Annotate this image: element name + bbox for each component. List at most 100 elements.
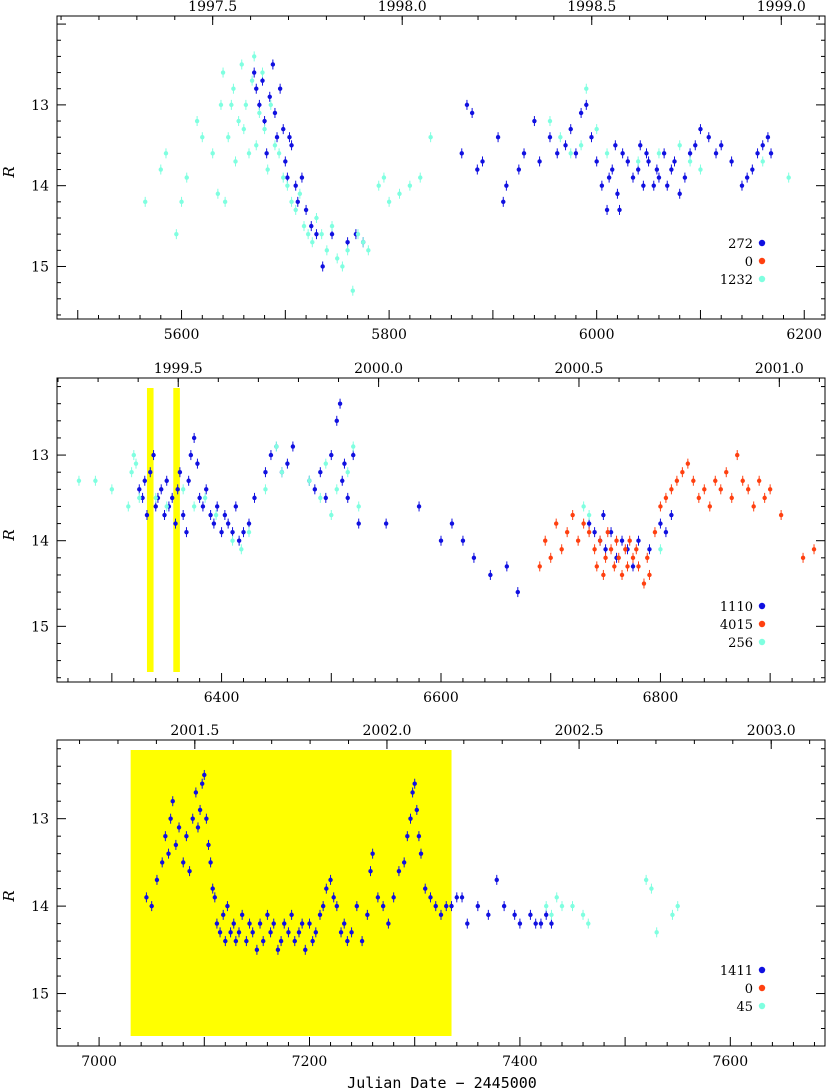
data-point xyxy=(356,521,361,526)
data-point xyxy=(329,452,334,458)
data-point xyxy=(195,825,201,830)
data-point xyxy=(200,135,205,140)
data-point xyxy=(76,478,82,483)
data-point xyxy=(661,151,667,156)
data-point xyxy=(729,495,734,501)
data-point xyxy=(586,521,592,526)
data-point xyxy=(670,912,675,918)
data-point xyxy=(329,231,335,237)
data-point xyxy=(418,851,424,856)
data-point xyxy=(212,895,218,900)
data-point xyxy=(184,175,189,180)
data-point xyxy=(488,572,493,578)
data-point xyxy=(282,921,287,926)
data-point xyxy=(285,461,290,466)
data-point xyxy=(537,564,542,569)
data-point xyxy=(359,938,365,944)
data-point xyxy=(257,110,262,116)
data-point xyxy=(465,921,470,926)
data-point xyxy=(236,538,242,543)
data-point xyxy=(184,529,189,535)
data-point xyxy=(811,547,817,552)
data-point xyxy=(299,175,305,180)
data-point xyxy=(299,921,305,926)
data-point xyxy=(320,903,326,909)
data-point xyxy=(148,469,153,475)
data-point xyxy=(619,572,625,578)
data-point xyxy=(329,512,334,518)
data-point xyxy=(625,564,630,569)
data-point xyxy=(543,538,548,543)
data-point xyxy=(289,199,294,205)
legend-marker xyxy=(758,239,766,247)
data-point xyxy=(641,183,646,188)
data-point xyxy=(328,877,333,883)
data-point xyxy=(180,512,186,518)
data-point xyxy=(504,183,509,188)
data-point xyxy=(658,521,663,526)
data-point xyxy=(272,143,278,148)
data-point xyxy=(594,159,599,164)
y-tick-label: 13 xyxy=(31,448,49,464)
data-point xyxy=(669,512,674,518)
data-point xyxy=(137,487,142,492)
data-point xyxy=(740,478,745,483)
data-point xyxy=(262,126,267,132)
data-point xyxy=(365,912,370,918)
data-point xyxy=(594,564,599,569)
top-tick-label: 2001.5 xyxy=(170,723,219,739)
data-point xyxy=(630,555,636,561)
data-point xyxy=(144,512,150,518)
data-point xyxy=(233,159,238,164)
panel-2: 13 14 15 6400 6600 6800 1999.5 2000.0 2000.5 2001… xyxy=(31,361,826,706)
data-point xyxy=(184,833,189,839)
data-point xyxy=(581,521,586,526)
x-tick-label: 5600 xyxy=(164,327,200,343)
data-point xyxy=(247,921,252,926)
data-point xyxy=(698,167,703,172)
data-point xyxy=(368,868,373,874)
data-point xyxy=(800,555,806,561)
top-tick-label: 1999.0 xyxy=(757,0,806,15)
data-point xyxy=(746,487,751,492)
data-point xyxy=(129,469,134,475)
data-point xyxy=(724,469,729,475)
data-point xyxy=(559,547,564,552)
data-point xyxy=(397,191,402,196)
data-point xyxy=(623,547,628,552)
data-point xyxy=(199,781,205,786)
data-point xyxy=(279,469,285,475)
data-point xyxy=(188,452,194,458)
data-point xyxy=(751,504,756,509)
data-point xyxy=(613,143,618,148)
data-point xyxy=(149,903,154,909)
data-point xyxy=(407,183,413,188)
data-point xyxy=(767,487,773,492)
data-point xyxy=(355,231,361,237)
data-point xyxy=(706,135,711,140)
data-point xyxy=(687,159,693,164)
data-point xyxy=(218,102,224,108)
data-point xyxy=(244,938,249,944)
data-point xyxy=(260,70,265,75)
data-point xyxy=(756,478,762,483)
data-point xyxy=(228,930,233,935)
data-point xyxy=(334,418,339,424)
data-point xyxy=(345,938,350,944)
data-point xyxy=(475,167,480,172)
data-point xyxy=(501,199,506,205)
data-point xyxy=(635,167,641,172)
data-point xyxy=(647,572,652,578)
data-point xyxy=(376,183,381,188)
data-point xyxy=(261,938,266,944)
data-point xyxy=(617,207,622,213)
legend-marker xyxy=(758,602,766,610)
data-point xyxy=(464,102,470,108)
legend-marker xyxy=(758,257,766,265)
data-point xyxy=(674,478,680,483)
data-point xyxy=(210,886,215,891)
data-point xyxy=(208,512,213,518)
x-tick-label: 6200 xyxy=(786,327,822,343)
data-point xyxy=(682,175,688,180)
data-point xyxy=(231,921,236,926)
